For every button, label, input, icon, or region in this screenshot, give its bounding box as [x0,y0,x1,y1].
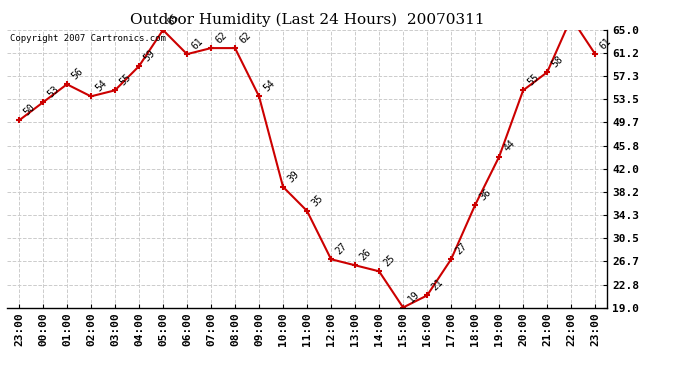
Text: 65: 65 [166,12,181,27]
Text: 19: 19 [406,290,422,305]
Text: 25: 25 [382,253,397,268]
Text: 50: 50 [21,102,37,118]
Text: 39: 39 [286,169,302,184]
Text: Copyright 2007 Cartronics.com: Copyright 2007 Cartronics.com [10,34,166,43]
Text: 55: 55 [118,72,133,87]
Text: 61: 61 [598,36,613,51]
Text: 44: 44 [502,138,518,154]
Text: 54: 54 [94,78,109,94]
Text: 36: 36 [478,187,493,202]
Text: 59: 59 [141,48,157,63]
Text: 27: 27 [454,241,469,256]
Text: 21: 21 [430,277,445,292]
Text: 62: 62 [238,30,253,45]
Text: 54: 54 [262,78,277,94]
Text: 55: 55 [526,72,542,87]
Text: 27: 27 [334,241,349,256]
Text: 26: 26 [358,247,373,262]
Title: Outdoor Humidity (Last 24 Hours)  20070311: Outdoor Humidity (Last 24 Hours) 2007031… [130,13,484,27]
Text: 35: 35 [310,193,325,208]
Text: 62: 62 [214,30,229,45]
Text: 53: 53 [46,84,61,100]
Text: 58: 58 [550,54,565,69]
Text: 61: 61 [190,36,205,51]
Text: 67: 67 [0,374,1,375]
Text: 56: 56 [70,66,85,81]
